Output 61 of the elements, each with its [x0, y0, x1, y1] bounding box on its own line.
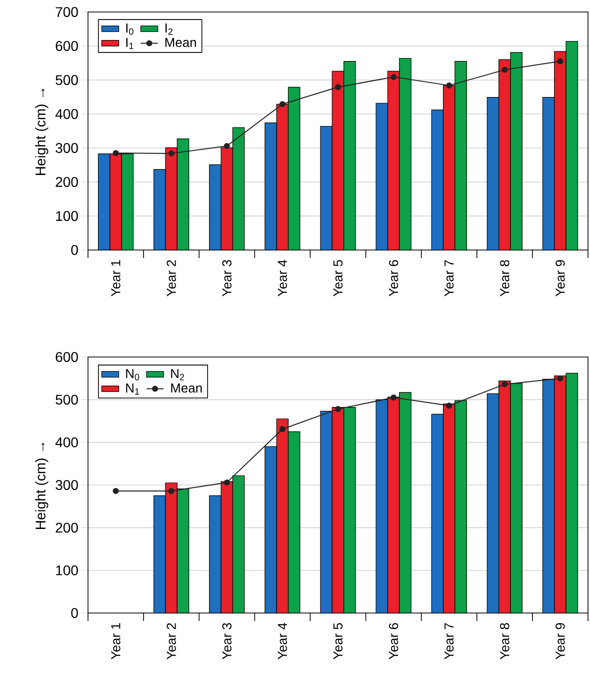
y-tick-label: 0: [71, 608, 78, 618]
legend-label: N$_{0}$: [126, 369, 140, 380]
legend-label: Mean: [171, 384, 202, 393]
x-tick-label: Year 3: [222, 260, 232, 296]
legend-label: I$_{0}$: [126, 24, 134, 35]
point: [279, 101, 286, 108]
point: [224, 142, 230, 149]
x-tick-label: Year 1: [111, 623, 120, 660]
x-tick-label: Year 5: [333, 260, 343, 296]
point: [557, 58, 564, 64]
legend-label: N$_{1}$: [126, 384, 140, 395]
y-tick-label: 400: [55, 437, 78, 448]
y-axis-title: Height (cm) →: [35, 88, 48, 175]
y-tick-label: 300: [56, 143, 78, 153]
point: [168, 488, 174, 494]
legend-label: Mean: [165, 38, 196, 48]
y-tick-label: 200: [56, 177, 78, 187]
y-axis-title: Height (cm) →: [35, 442, 48, 529]
x-tick-label: Year 9: [556, 260, 565, 296]
x-tick-label: Year 1: [111, 260, 120, 296]
x-tick-label: Year 8: [500, 260, 510, 296]
point: [112, 150, 119, 156]
legend-label: I$_{2}$: [166, 24, 173, 35]
point: [502, 66, 508, 73]
y-tick-label: 600: [56, 41, 78, 51]
x-tick-label: Year 5: [333, 623, 343, 660]
point: [112, 488, 119, 494]
x-tick-label: Year 7: [444, 623, 454, 660]
y-tick-label: 300: [56, 480, 78, 490]
point: [334, 406, 341, 412]
x-tick-label: Year 3: [222, 623, 232, 660]
point: [168, 150, 174, 156]
x-tick-label: Year 6: [388, 260, 398, 296]
y-tick-label: 400: [55, 109, 78, 119]
point: [279, 426, 286, 432]
legend-label: N$_{2}$: [171, 369, 184, 380]
x-tick-label: Year 4: [278, 622, 287, 660]
y-tick-label: 100: [56, 565, 78, 576]
y-tick-label: 0: [71, 245, 78, 255]
y-tick-label: 700: [56, 7, 78, 17]
y-tick-label: 500: [56, 75, 78, 85]
x-tick-label: Year 7: [444, 260, 454, 296]
point: [390, 74, 397, 80]
x-tick-label: Year 8: [500, 623, 510, 660]
point: [446, 402, 452, 409]
point: [224, 479, 230, 486]
point: [446, 82, 452, 88]
point: [557, 375, 564, 382]
legend-label: I$_{1}$: [126, 38, 134, 50]
point: [334, 84, 341, 90]
y-tick-label: 600: [56, 352, 78, 362]
x-tick-label: Year 2: [166, 623, 176, 660]
point: [502, 381, 508, 388]
x-tick-label: Year 2: [166, 260, 176, 296]
y-tick-label: 100: [56, 211, 78, 221]
x-tick-label: Year 6: [388, 623, 398, 660]
y-tick-label: 200: [56, 522, 78, 533]
x-tick-label: Year 4: [278, 260, 287, 296]
y-tick-label: 500: [56, 394, 78, 405]
x-tick-label: Year 9: [556, 623, 565, 660]
point: [390, 394, 397, 401]
